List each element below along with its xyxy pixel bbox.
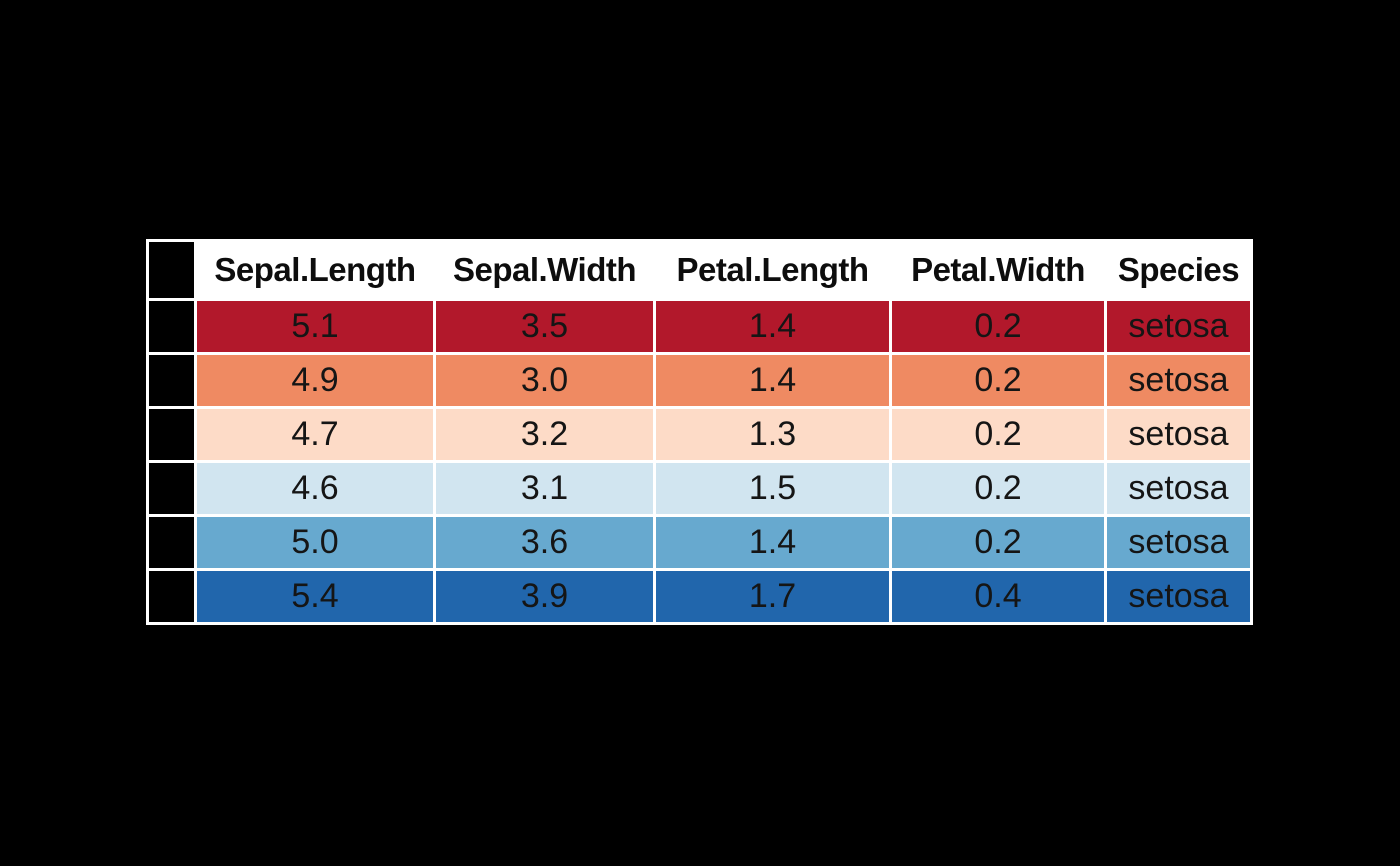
table-cell: 5.0 [197, 517, 433, 568]
table-cell: setosa [1107, 571, 1250, 622]
table-cell: 4.6 [197, 463, 433, 514]
table-cell: 3.6 [436, 517, 653, 568]
column-header-species: Species [1107, 242, 1250, 298]
table-cell: 1.4 [656, 301, 889, 352]
iris-table: Sepal.Length Sepal.Width Petal.Length Pe… [146, 239, 1253, 625]
table-cell: 0.4 [892, 571, 1104, 622]
table-cell: 1.4 [656, 517, 889, 568]
column-header-petal-length: Petal.Length [656, 242, 889, 298]
table-cell: 0.2 [892, 301, 1104, 352]
table-cell: 1.4 [656, 355, 889, 406]
table-cell: setosa [1107, 301, 1250, 352]
table-cell: 3.5 [436, 301, 653, 352]
table-cell: 3.9 [436, 571, 653, 622]
table-cell: setosa [1107, 517, 1250, 568]
table-cell: 3.1 [436, 463, 653, 514]
column-header-petal-width: Petal.Width [892, 242, 1104, 298]
table-cell: 4.7 [197, 409, 433, 460]
table-cell: setosa [1107, 463, 1250, 514]
row-index-cell [149, 301, 194, 352]
table-cell: 1.7 [656, 571, 889, 622]
table-cell: 1.5 [656, 463, 889, 514]
table-cell: 0.2 [892, 355, 1104, 406]
table-cell: setosa [1107, 355, 1250, 406]
table-cell: setosa [1107, 409, 1250, 460]
table-cell: 3.2 [436, 409, 653, 460]
table-cell: 1.3 [656, 409, 889, 460]
row-index-cell [149, 517, 194, 568]
row-index-cell [149, 463, 194, 514]
table-cell: 4.9 [197, 355, 433, 406]
table-cell: 0.2 [892, 517, 1104, 568]
table-cell: 0.2 [892, 409, 1104, 460]
column-header-sepal-width: Sepal.Width [436, 242, 653, 298]
column-header-sepal-length: Sepal.Length [197, 242, 433, 298]
table-cell: 0.2 [892, 463, 1104, 514]
table-cell: 5.4 [197, 571, 433, 622]
row-index-cell [149, 571, 194, 622]
table-cell: 5.1 [197, 301, 433, 352]
table-cell: 3.0 [436, 355, 653, 406]
row-index-header-cell [149, 242, 194, 298]
row-index-cell [149, 409, 194, 460]
row-index-cell [149, 355, 194, 406]
